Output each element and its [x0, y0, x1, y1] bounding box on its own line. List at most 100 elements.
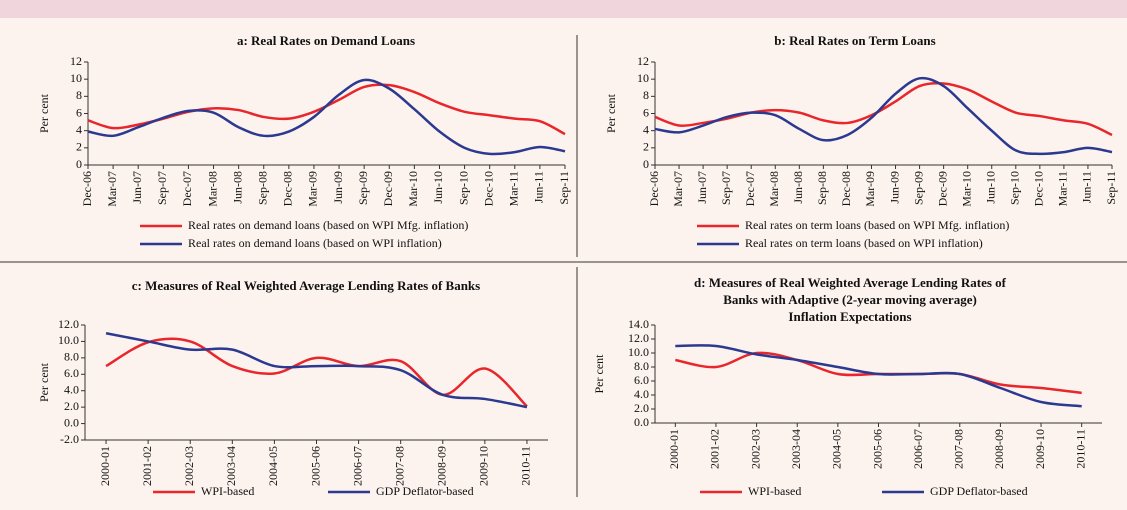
x-tick-label: 2009-10 — [477, 446, 491, 486]
x-tick-label: Mar-10 — [406, 171, 420, 207]
y-tick-label: -2.0 — [60, 432, 79, 446]
line-series — [654, 81, 1113, 137]
x-tick-label: Jun-09 — [887, 171, 901, 204]
x-tick-label: 2006-07 — [911, 429, 925, 469]
x-tick-label: Jun-10 — [431, 171, 445, 204]
x-tick-label: 2002-03 — [748, 429, 762, 469]
x-tick-label: Jun-08 — [791, 171, 805, 204]
x-tick-label: Dec-07 — [743, 171, 757, 206]
y-tick-label: 8.0 — [634, 359, 649, 373]
line-series — [105, 331, 528, 409]
x-tick-label: Dec-09 — [381, 171, 395, 206]
legend-label: Real rates on demand loans (based on WPI… — [188, 218, 468, 232]
x-tick-label: Jun-09 — [331, 171, 345, 204]
x-tick-label: Dec-09 — [935, 171, 949, 206]
legend-label: Real rates on term loans (based on WPI M… — [745, 218, 1009, 232]
x-tick-label: 2005-06 — [870, 429, 884, 469]
y-axis-label: Per cent — [592, 354, 606, 394]
x-tick-label: 2009-10 — [1033, 429, 1047, 469]
y-tick-label: 6.0 — [64, 366, 79, 380]
x-tick-label: 2010-11 — [519, 446, 533, 486]
x-tick-label: 2004-05 — [830, 429, 844, 469]
x-tick-label: 2002-03 — [182, 446, 196, 486]
line-series — [654, 76, 1113, 156]
y-tick-label: 4.0 — [634, 387, 649, 401]
x-tick-label: 2007-08 — [952, 429, 966, 469]
x-tick-label: Mar-07 — [105, 171, 119, 207]
y-tick-label: 4 — [76, 122, 82, 136]
x-tick-label: Jun-11 — [1080, 171, 1094, 203]
y-tick-label: 10.0 — [628, 345, 649, 359]
y-tick-label: 6 — [76, 105, 82, 119]
y-tick-label: 10.0 — [58, 333, 79, 347]
x-tick-label: 2001-02 — [708, 429, 722, 469]
x-tick-label: Dec-06 — [647, 171, 661, 206]
chart-title: a: Real Rates on Demand Loans — [237, 33, 415, 48]
y-tick-label: 12.0 — [58, 317, 79, 331]
y-tick-label: 8 — [643, 88, 649, 102]
y-tick-label: 4 — [643, 122, 649, 136]
x-tick-label: Sep-09 — [356, 171, 370, 205]
y-tick-label: 6.0 — [634, 373, 649, 387]
x-tick-label: 2000-01 — [667, 429, 681, 469]
chart-title: Inflation Expectations — [788, 309, 911, 324]
chart-title: d: Measures of Real Weighted Average Len… — [694, 275, 1007, 290]
x-tick-label: Sep-10 — [1008, 171, 1022, 205]
x-tick-label: Mar-09 — [863, 171, 877, 207]
x-tick-label: Dec-06 — [80, 171, 94, 206]
x-tick-label: 2001-02 — [140, 446, 154, 486]
line-series — [87, 78, 566, 156]
x-tick-label: Mar-08 — [205, 171, 219, 207]
y-tick-label: 10 — [70, 71, 82, 85]
x-tick-label: 2007-08 — [392, 446, 406, 486]
y-axis-label: Per cent — [37, 93, 51, 133]
x-tick-label: 2004-05 — [266, 446, 280, 486]
x-tick-label: Jun-11 — [532, 171, 546, 203]
x-tick-label: Sep-11 — [1104, 171, 1118, 205]
legend-label: WPI-based — [201, 484, 254, 498]
x-tick-label: Jun-07 — [695, 171, 709, 204]
y-tick-label: 2.0 — [64, 399, 79, 413]
chart-title: Banks with Adaptive (2-year moving avera… — [723, 292, 977, 307]
x-tick-label: 2008-09 — [992, 429, 1006, 469]
x-tick-label: Dec-10 — [1032, 171, 1046, 206]
chart-title: b: Real Rates on Term Loans — [774, 33, 935, 48]
x-tick-label: 2010-11 — [1073, 429, 1087, 469]
header-band — [0, 0, 1127, 18]
y-axis-label: Per cent — [37, 362, 51, 402]
line-series — [675, 344, 1082, 408]
y-tick-label: 12 — [70, 54, 82, 68]
x-tick-label: 2006-07 — [350, 446, 364, 486]
x-tick-label: Sep-07 — [155, 171, 169, 205]
x-tick-label: 2003-04 — [789, 429, 803, 469]
legend-label: Real rates on term loans (based on WPI i… — [745, 236, 983, 250]
x-tick-label: Dec-10 — [481, 171, 495, 206]
y-tick-label: 14.0 — [628, 317, 649, 331]
y-tick-label: 12 — [637, 54, 649, 68]
x-tick-label: Mar-10 — [959, 171, 973, 207]
y-tick-label: 0.0 — [634, 415, 649, 429]
y-tick-label: 6 — [643, 105, 649, 119]
x-tick-label: Sep-08 — [255, 171, 269, 205]
chart-title: c: Measures of Real Weighted Average Len… — [132, 278, 480, 293]
x-tick-label: 2000-01 — [98, 446, 112, 486]
x-tick-label: 2005-06 — [308, 446, 322, 486]
x-tick-label: Jun-10 — [983, 171, 997, 204]
x-tick-label: Mar-09 — [306, 171, 320, 207]
legend-label: GDP Deflator-based — [930, 484, 1028, 498]
y-tick-label: 0.0 — [64, 415, 79, 429]
y-tick-label: 0 — [643, 157, 649, 171]
y-tick-label: 10 — [637, 71, 649, 85]
x-tick-label: 2003-04 — [224, 446, 238, 486]
x-tick-label: 2008-09 — [435, 446, 449, 486]
y-tick-label: 2.0 — [634, 401, 649, 415]
legend-label: GDP Deflator-based — [376, 484, 474, 498]
x-tick-label: Mar-08 — [767, 171, 781, 207]
x-tick-label: Sep-09 — [911, 171, 925, 205]
legend-label: Real rates on demand loans (based on WPI… — [188, 236, 442, 250]
y-tick-label: 2 — [76, 140, 82, 154]
y-tick-label: 4.0 — [64, 382, 79, 396]
x-tick-label: Dec-08 — [281, 171, 295, 206]
